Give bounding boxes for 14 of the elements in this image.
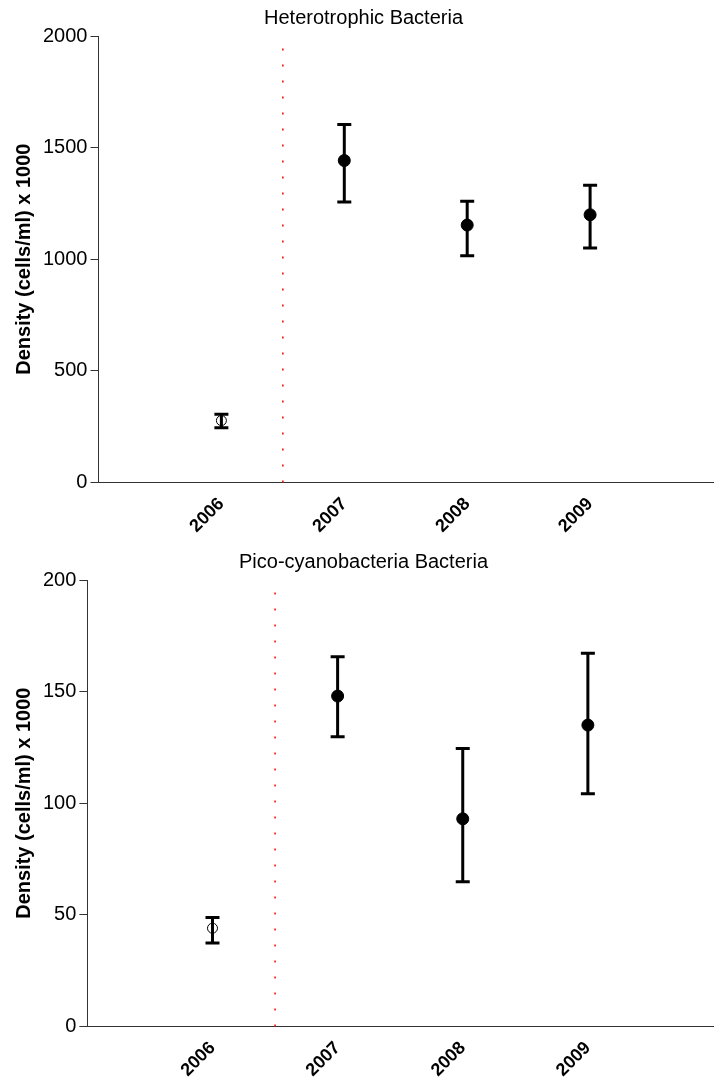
y-tick-label: 1500 [42,135,88,158]
chart-title: Heterotrophic Bacteria [264,5,464,28]
y-tick-label: 100 [42,790,77,813]
y-tick-label: 50 [54,902,77,925]
chart-title: Pico-cyanobacteria Bacteria [238,549,489,572]
y-tick-label: 0 [65,1013,77,1036]
y-tick-label: 2000 [42,23,88,46]
y-tick-label: 0 [76,469,88,492]
y-tick-label: 1000 [42,246,88,269]
y-axis-title: Density (cells/ml) x 1000 [11,687,34,919]
y-axis-title: Density (cells/ml) x 1000 [11,143,34,375]
y-tick-label: 500 [54,358,88,381]
y-tick-label: 200 [42,567,77,590]
y-tick-label: 150 [42,679,77,702]
